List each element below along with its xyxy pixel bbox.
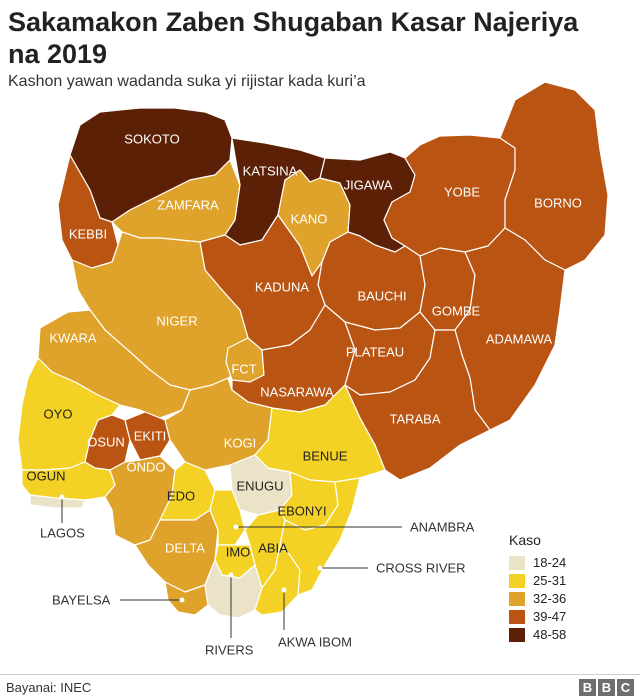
label-yobe: YOBE [444,184,480,199]
label-delta: DELTA [165,540,205,555]
label-oyo: OYO [44,406,73,421]
legend-label: 18-24 [533,555,567,570]
source-note: Bayanai: INEC [6,680,92,695]
legend: Kaso 18-24 25-31 32-36 39-47 48-58 [509,532,629,644]
legend-swatch [509,573,525,588]
label-adamawa: ADAMAWA [486,331,553,346]
label-borno: BORNO [534,195,582,210]
label-edo: EDO [167,488,195,503]
footer-divider [0,674,640,675]
label-nasarawa: NASARAWA [260,384,334,399]
label-ondo: ONDO [127,459,166,474]
legend-item: 48-58 [509,626,629,643]
legend-label: 32-36 [533,591,567,606]
label-fct: FCT [231,361,256,376]
legend-title: Kaso [509,532,541,548]
label-ebonyi: EBONYI [277,503,326,518]
label-plateau: PLATEAU [346,344,404,359]
label-kogi: KOGI [224,435,257,450]
callout-dot-anambra [233,524,239,530]
legend-label: 39-47 [533,609,567,624]
label-zamfara: ZAMFARA [157,197,219,212]
callouts [61,497,402,638]
label-osun: OSUN [87,434,125,449]
label-niger: NIGER [156,313,197,328]
callout-anambra: ANAMBRA [410,519,475,534]
label-enugu: ENUGU [237,478,284,493]
callout-cross-river: CROSS RIVER [376,560,466,575]
callout-dot-bayelsa [179,597,185,603]
callout-dot-lagos [59,494,65,500]
bbc-logo-block: B [579,679,596,696]
callout-akwa-ibom: AKWA IBOM [278,634,352,649]
bbc-logo-block: B [598,679,615,696]
callout-labels: LAGOS ANAMBRA CROSS RIVER BAYELSA RIVERS… [40,519,475,657]
label-kwara: KWARA [49,330,97,345]
legend-item: 39-47 [509,608,629,625]
label-abia: ABIA [258,540,288,555]
state-borno[interactable] [499,81,609,271]
legend-items: 18-24 25-31 32-36 39-47 48-58 [509,554,629,643]
callout-lagos: LAGOS [40,525,85,540]
state-adamawa[interactable] [454,227,566,431]
label-katsina: KATSINA [243,163,298,178]
legend-item: 18-24 [509,554,629,571]
legend-swatch [509,555,525,570]
label-kebbi: KEBBI [69,226,107,241]
label-ekiti: EKITI [134,428,167,443]
label-ogun: OGUN [27,468,66,483]
state-labels: SOKOTO KATSINA JIGAWA YOBE BORNO ZAMFARA… [27,131,582,559]
legend-item: 25-31 [509,572,629,589]
legend-item: 32-36 [509,590,629,607]
label-kano: KANO [291,211,328,226]
callout-bayelsa: BAYELSA [52,592,111,607]
legend-swatch [509,627,525,642]
state-cross-river[interactable] [279,477,361,596]
bbc-logo-block: C [617,679,634,696]
legend-swatch [509,591,525,606]
state-ekiti[interactable] [124,411,171,461]
legend-label: 25-31 [533,573,567,588]
label-jigawa: JIGAWA [344,177,393,192]
label-benue: BENUE [303,448,348,463]
map-subtitle: Kashon yawan wadanda suka yi rijistar ka… [8,73,366,90]
label-gombe: GOMBE [432,303,481,318]
label-kaduna: KADUNA [255,279,310,294]
state-lagos[interactable] [29,494,86,509]
callout-rivers: RIVERS [205,642,254,657]
legend-label: 48-58 [533,627,567,642]
callout-dot-rivers [228,572,234,578]
callout-dots [59,494,323,603]
label-sokoto: SOKOTO [124,131,179,146]
map-title: Sakamakon Zaben Shugaban Kasar Najeriya … [8,7,579,69]
callout-dot-akwa-ibom [281,587,287,593]
label-bauchi: BAUCHI [357,288,406,303]
callout-dot-cross-river [317,565,323,571]
label-taraba: TARABA [389,411,440,426]
state-bayelsa[interactable] [164,581,209,616]
legend-swatch [509,609,525,624]
label-imo: IMO [226,544,251,559]
